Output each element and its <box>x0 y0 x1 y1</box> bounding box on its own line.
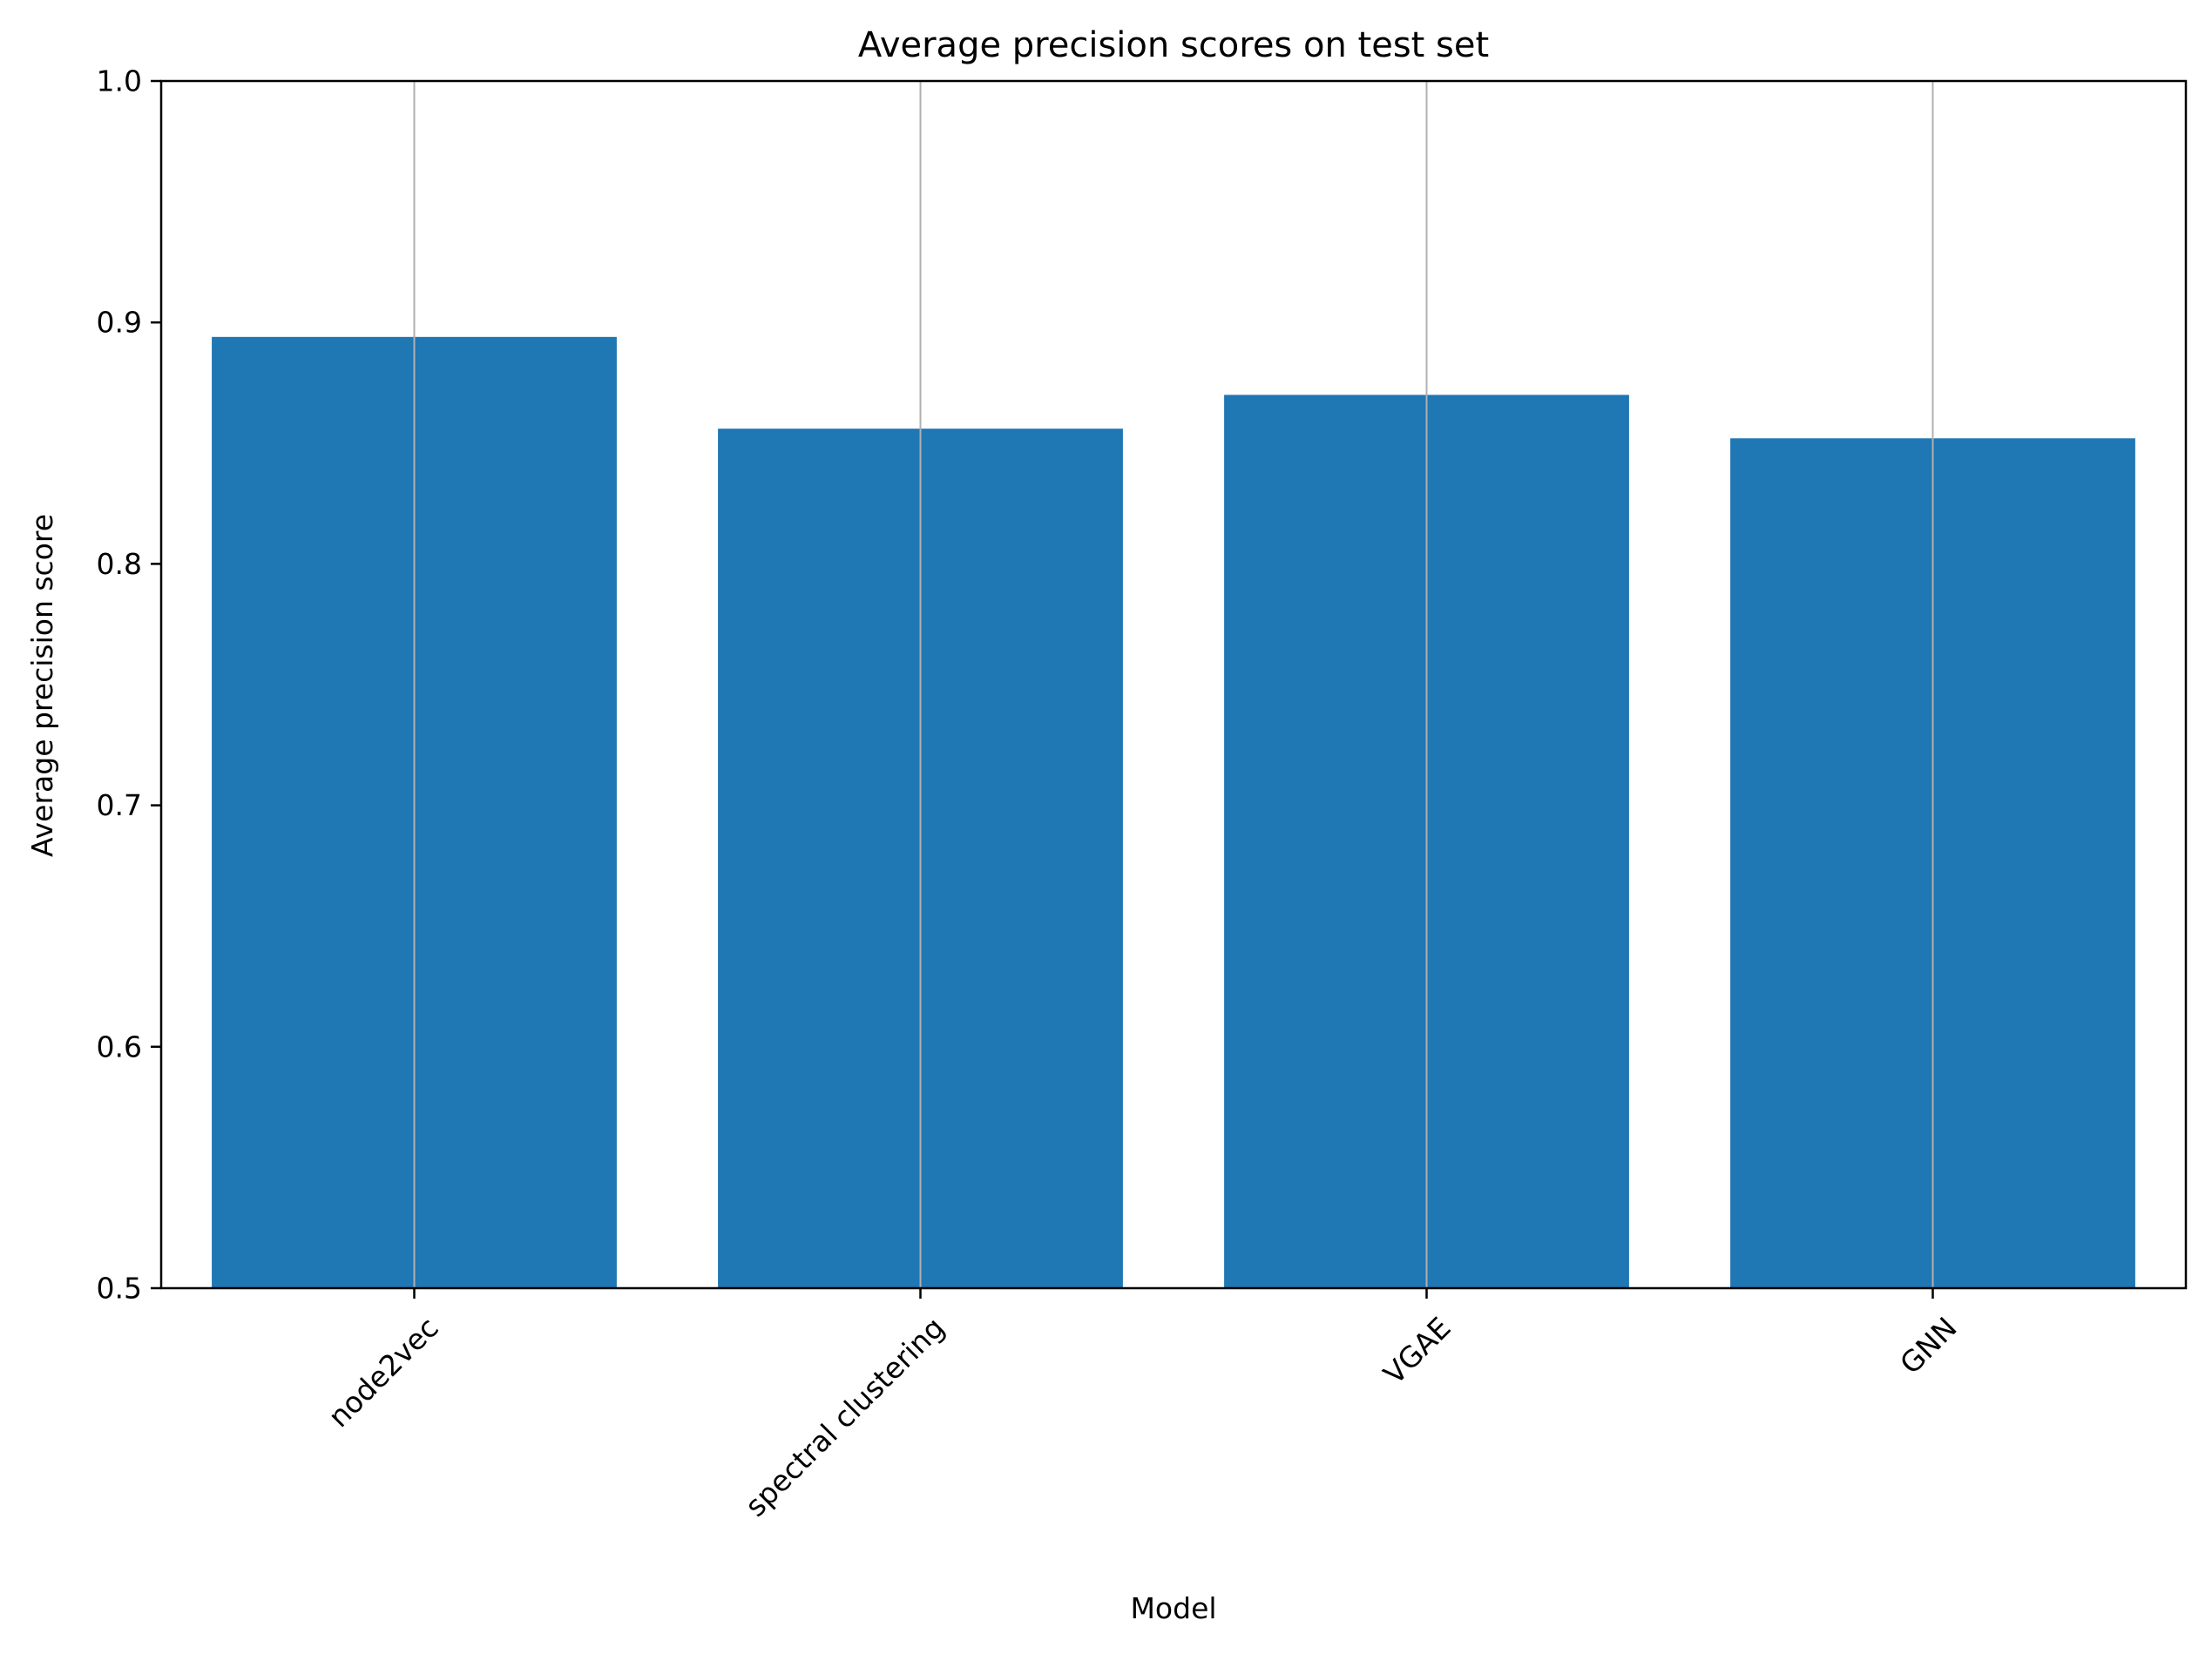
plot-frame <box>159 79 2188 1290</box>
y-axis-title: Average precision score <box>25 514 59 857</box>
y-tick-label: 0.7 <box>97 788 142 822</box>
y-axis: 0.5 0.6 0.7 0.8 0.9 1.0 <box>97 64 161 1306</box>
y-tick-label: 0.9 <box>97 306 142 340</box>
chart-title: Average precision scores on test set <box>858 25 1489 65</box>
y-tick-label: 1.0 <box>97 64 142 98</box>
y-tick-label: 0.5 <box>97 1272 142 1306</box>
y-tick-label: 0.8 <box>97 547 142 581</box>
y-tick-label: 0.6 <box>97 1030 142 1063</box>
grid-layer <box>413 81 1934 1288</box>
x-axis-title: Model <box>1130 1591 1216 1625</box>
